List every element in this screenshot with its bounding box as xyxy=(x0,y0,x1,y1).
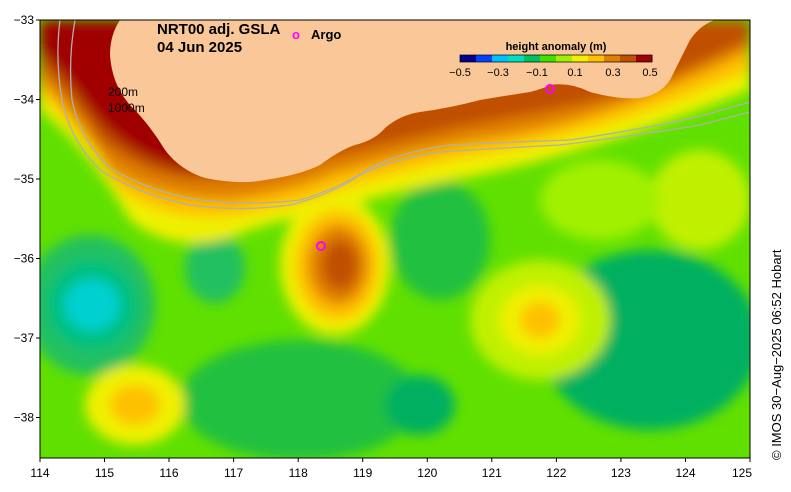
colorbar-swatch xyxy=(556,55,573,62)
y-tick-label: −35 xyxy=(14,172,35,186)
colorbar-swatch xyxy=(636,55,653,62)
colorbar-swatches xyxy=(460,55,653,62)
plot-frame xyxy=(39,19,751,459)
argo-markers xyxy=(316,84,555,251)
colorbar-tick: 0.3 xyxy=(605,67,620,79)
x-tick-label: 123 xyxy=(611,466,631,480)
argo-legend-marker: o xyxy=(292,27,300,42)
colorbar-swatch xyxy=(492,55,509,62)
colorbar-tick: −0.3 xyxy=(487,67,509,79)
colorbar-swatch xyxy=(524,55,541,62)
map-date: 04 Jun 2025 xyxy=(157,39,242,56)
colorbar-tick: −0.1 xyxy=(526,67,548,79)
y-tick-label: −37 xyxy=(14,331,35,345)
argo-float[interactable] xyxy=(545,84,555,94)
colorbar: height anomaly (m) −0.5 −0.3 −0.1 0.1 0.… xyxy=(449,41,658,79)
colorbar-swatch xyxy=(540,55,557,62)
isobath-1000m-label: 1000m xyxy=(108,101,145,115)
colorbar-title: height anomaly (m) xyxy=(506,41,607,53)
argo-legend-label: Argo xyxy=(311,27,341,42)
x-tick-label: 117 xyxy=(224,466,243,480)
colorbar-swatch xyxy=(604,55,621,62)
x-tick-label: 125 xyxy=(732,466,752,480)
y-tick-label: −38 xyxy=(14,411,35,425)
colorbar-swatch xyxy=(460,55,477,62)
y-tick-label: −36 xyxy=(14,252,35,266)
x-tick-label: 120 xyxy=(417,466,437,480)
x-axis: 114 115 116 117 118 119 120 121 122 123 … xyxy=(30,458,752,480)
credit-text: © IMOS 30−Aug−2025 06:52 Hobart xyxy=(769,249,784,460)
x-tick-label: 124 xyxy=(675,466,695,480)
x-tick-label: 114 xyxy=(30,466,49,480)
colorbar-tick: −0.5 xyxy=(449,67,471,79)
isobath-1000m xyxy=(69,20,750,204)
y-tick-label: −33 xyxy=(14,13,35,27)
x-tick-label: 122 xyxy=(546,466,566,480)
isobath-200m-label: 200m xyxy=(108,85,138,99)
colorbar-tick: 0.5 xyxy=(642,67,657,79)
colorbar-swatch xyxy=(620,55,637,62)
map-title: NRT00 adj. GSLA xyxy=(157,21,281,38)
colorbar-swatch xyxy=(588,55,605,62)
isobath-200m xyxy=(57,20,750,210)
colorbar-swatch xyxy=(476,55,493,62)
argo-float[interactable] xyxy=(316,241,326,251)
colorbar-swatch xyxy=(572,55,589,62)
y-axis: −33 −34 −35 −36 −37 −38 xyxy=(14,13,40,425)
x-tick-label: 115 xyxy=(95,466,114,480)
x-tick-label: 116 xyxy=(159,466,178,480)
plot-area xyxy=(40,20,750,458)
x-tick-label: 118 xyxy=(289,466,308,480)
y-tick-label: −34 xyxy=(14,93,35,107)
x-tick-label: 119 xyxy=(353,466,372,480)
colorbar-swatch xyxy=(508,55,525,62)
colorbar-tick: 0.1 xyxy=(567,67,582,79)
x-tick-label: 121 xyxy=(482,466,502,480)
